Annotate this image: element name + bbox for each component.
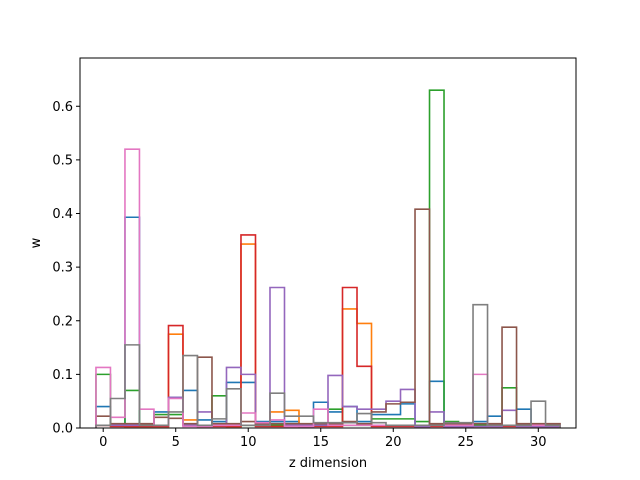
- y-axis: 0.0 0.1 0.2 0.3 0.4 0.5 0.6: [52, 100, 80, 437]
- y-tick-label: 0.0: [52, 422, 73, 437]
- y-tick-label: 0.1: [52, 368, 73, 383]
- y-tick-label: 0.6: [52, 100, 73, 115]
- y-axis-label: w: [29, 237, 44, 248]
- x-tick-label: 0: [99, 435, 107, 450]
- x-tick-label: 10: [240, 435, 257, 450]
- series-8-outline: [95, 303, 561, 428]
- y-tick-label: 0.3: [52, 261, 73, 276]
- x-tick-label: 15: [312, 435, 329, 450]
- plot-frame: [79, 57, 577, 429]
- x-axis-label: z dimension: [289, 456, 367, 471]
- y-tick-label: 0.4: [52, 207, 73, 222]
- x-axis: 0 5 10 15 20 25 30: [99, 428, 547, 450]
- plot-area: [80, 58, 576, 428]
- x-tick-label: 20: [385, 435, 402, 450]
- y-tick-label: 0.5: [52, 153, 73, 168]
- y-tick-label: 0.2: [52, 314, 73, 329]
- x-tick-label: 30: [530, 435, 547, 450]
- x-tick-label: 25: [458, 435, 475, 450]
- x-tick-label: 5: [172, 435, 180, 450]
- series-layer: [95, 89, 561, 428]
